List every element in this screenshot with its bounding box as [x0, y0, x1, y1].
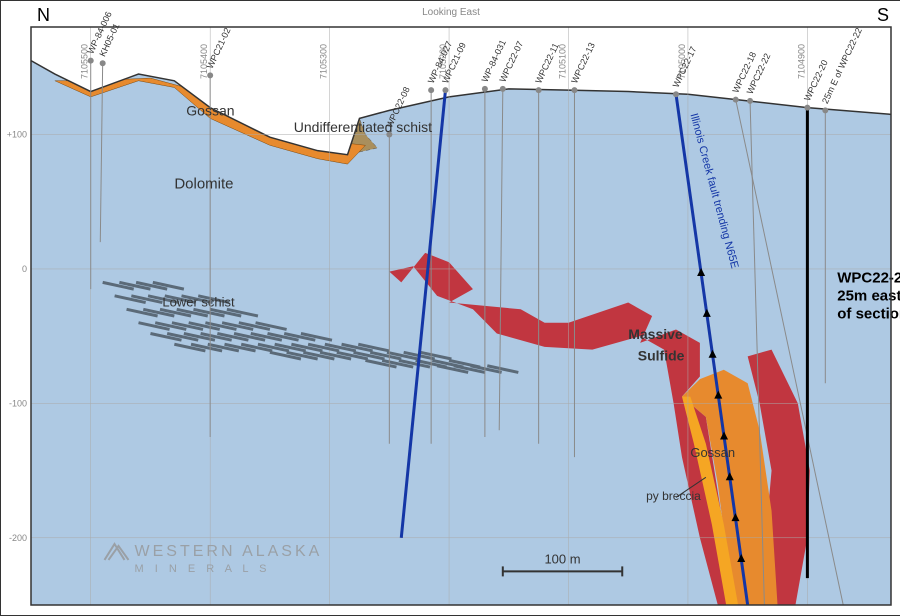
elev-label: -200	[9, 533, 27, 543]
collar-WPC22-11	[536, 87, 542, 93]
cross-section-diagram: 7105500710540071053007105200710510071050…	[0, 0, 900, 616]
elev-label: -100	[9, 398, 27, 408]
collar-WPC22-22	[747, 98, 753, 104]
vgrid-label: 7105300	[319, 44, 329, 79]
logo-text-1: WESTERN ALASKA	[135, 543, 323, 560]
logo-text-2: M I N E R A L S	[135, 563, 271, 575]
collar-KH05-01	[100, 60, 106, 66]
scale-label: 100 m	[544, 551, 580, 566]
vgrid-label: 7104900	[796, 44, 806, 79]
elev-label: 0	[22, 264, 27, 274]
unit-label: Undifferentiated schist	[294, 119, 432, 135]
collar-WPC22-20	[804, 105, 810, 111]
collar-25m E of WPC22-22	[822, 107, 828, 113]
unit-label: py breccia	[646, 489, 701, 503]
collar-WPC22-07	[500, 86, 506, 92]
title-top: Looking East	[422, 7, 480, 18]
collar-WPC22-13	[571, 87, 577, 93]
unit-label: Sulfide	[638, 347, 685, 363]
collar-WP-84-027	[428, 87, 434, 93]
elev-label: +100	[7, 130, 27, 140]
collar-WP-84-031	[482, 86, 488, 92]
collar-WPC22-18	[733, 97, 739, 103]
compass-s: S	[877, 5, 889, 25]
svg-canvas: 7105500710540071053007105200710510071050…	[1, 1, 900, 615]
collar-WP-84-006	[88, 58, 94, 64]
lower-schist-label: Lower schist	[162, 295, 235, 310]
collar-WPC21-02	[207, 72, 213, 78]
collar-WPC22-17	[673, 91, 679, 97]
unit-label: Gossan	[186, 103, 234, 119]
unit-label: Gossan	[690, 445, 735, 460]
unit-label: Dolomite	[174, 175, 233, 192]
collar-WPC21-09	[442, 87, 448, 93]
compass-n: N	[37, 5, 50, 25]
unit-label: Massive	[628, 326, 683, 342]
